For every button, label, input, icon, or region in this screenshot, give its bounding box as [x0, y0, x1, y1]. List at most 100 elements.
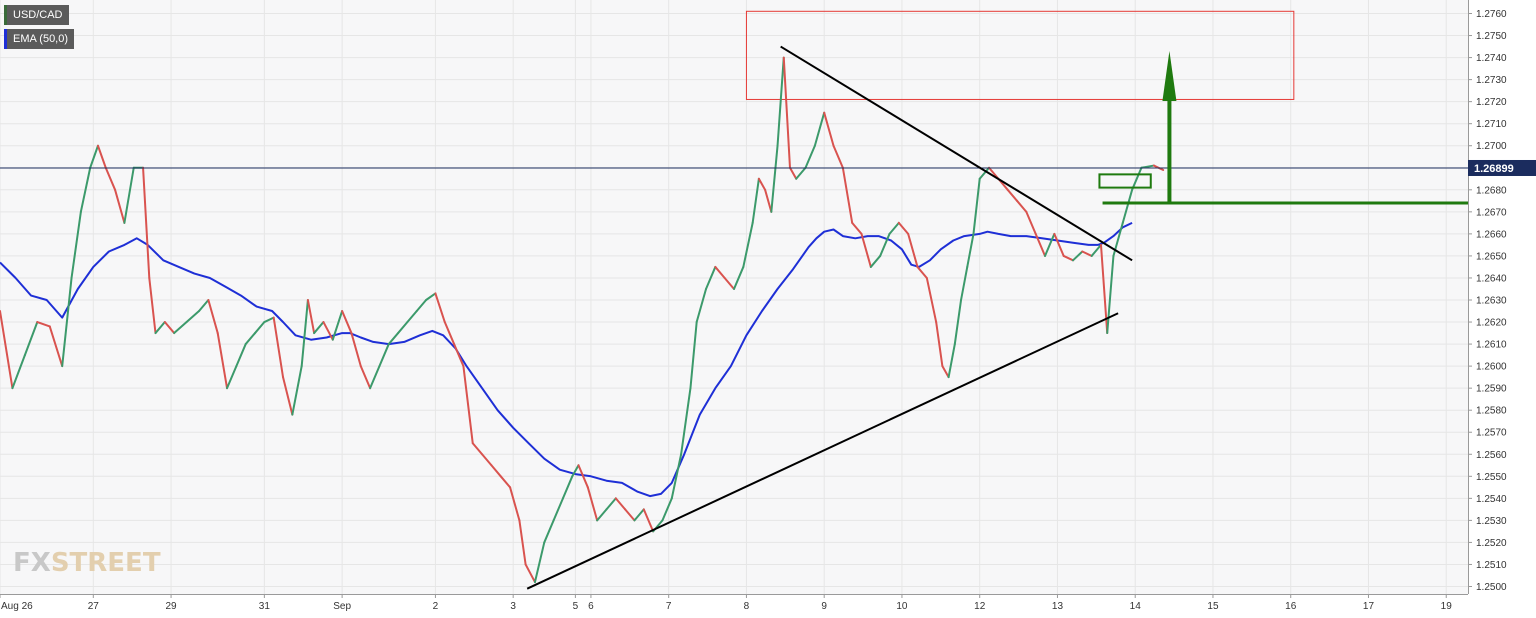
breakout-box: [1098, 173, 1152, 189]
price-segment: [443, 321, 456, 346]
y-tick-label: 1.2530: [1476, 516, 1507, 527]
x-tick-label: 9: [821, 601, 827, 612]
price-segment: [471, 442, 484, 456]
price-segment: [605, 497, 617, 511]
price-segment: [331, 310, 344, 341]
price-segment: [48, 325, 64, 368]
y-tick-label: 1.2720: [1476, 97, 1507, 108]
price-segment: [359, 365, 372, 390]
price-segment: [770, 144, 779, 213]
y-tick-label: 1.2680: [1476, 185, 1507, 196]
price-segment: [1025, 210, 1037, 235]
y-tick-label: 1.2660: [1476, 229, 1507, 240]
price-segment: [254, 321, 266, 335]
price-segment: [633, 508, 645, 522]
price-segment: [518, 519, 527, 566]
price-segment: [723, 276, 735, 290]
x-tick-label: 6: [588, 601, 594, 612]
price-segment: [795, 166, 807, 180]
price-segment: [751, 177, 760, 224]
price-segment: [1053, 232, 1065, 257]
price-segment: [823, 111, 835, 147]
price-segment: [879, 232, 891, 257]
price-segment: [1090, 243, 1102, 257]
price-segment: [788, 166, 798, 180]
price-segment: [104, 166, 117, 191]
price-segment: [235, 343, 247, 368]
price-segment: [36, 321, 51, 328]
price-segment: [425, 292, 437, 301]
y-tick-label: 1.2710: [1476, 119, 1507, 130]
price-segment: [1140, 164, 1155, 169]
price-segment: [742, 221, 754, 268]
y-tick-label: 1.2590: [1476, 384, 1507, 395]
price-segment: [1006, 188, 1019, 202]
price-segment: [387, 332, 400, 346]
price-segment: [941, 365, 950, 379]
price-segment: [804, 144, 816, 169]
price-segment: [776, 56, 785, 147]
price-segment: [533, 541, 546, 584]
price-segment: [642, 508, 655, 533]
price-segment: [207, 299, 219, 335]
price-segment: [960, 265, 969, 301]
price-segment: [571, 464, 580, 478]
legend-symbol[interactable]: USD/CAD: [4, 5, 69, 25]
price-segment: [79, 166, 92, 213]
ema-line: [0, 221, 1133, 498]
x-axis: Aug 26 27 29 31 Sep 2 3 5 6 7 8 9 10 12 13 14 15 16 17 19: [0, 594, 1536, 618]
y-axis-band: [1468, 0, 1536, 618]
price-segment: [1072, 250, 1084, 262]
watermark-street: STREET: [50, 548, 161, 578]
fxstreet-watermark: FXSTREET: [13, 548, 161, 578]
price-segment: [689, 321, 698, 390]
price-segment: [661, 497, 673, 522]
price-segment: [624, 508, 636, 522]
price-segment: [123, 166, 135, 224]
y-tick-label: 1.2750: [1476, 31, 1507, 42]
price-segment: [733, 265, 745, 290]
price-segment: [114, 188, 126, 224]
price-segment: [481, 453, 493, 467]
x-tick-label: 19: [1441, 601, 1453, 612]
price-segment: [282, 376, 294, 416]
target-zone-layer: [745, 10, 1295, 100]
y-tick-label: 1.2580: [1476, 406, 1507, 417]
price-segment: [11, 354, 26, 390]
price-segment: [670, 453, 683, 500]
ema-color-swatch: [4, 29, 7, 49]
price-segment: [888, 221, 900, 235]
y-tick-label: 1.2740: [1476, 53, 1507, 64]
price-segment: [953, 299, 963, 346]
x-tick-label: 27: [88, 601, 100, 612]
price-segment: [524, 563, 536, 584]
target-arrow-head: [1162, 50, 1177, 101]
descending-trendline: [780, 45, 1133, 262]
x-tick-label: 8: [744, 601, 750, 612]
price-segment: [142, 166, 151, 279]
price-segment: [341, 310, 353, 335]
y-tick-label: 1.2560: [1476, 450, 1507, 461]
price-segment: [680, 387, 692, 456]
price-segment: [1106, 254, 1115, 335]
price-segment: [185, 310, 201, 324]
x-tick-label: 2: [433, 601, 439, 612]
price-segment: [369, 365, 381, 390]
x-tick-label: 13: [1052, 601, 1064, 612]
x-tick-label: 7: [666, 601, 672, 612]
price-segment: [244, 332, 257, 346]
price-segment: [462, 365, 474, 445]
price-segment: [216, 332, 229, 390]
y-tick-label: 1.2640: [1476, 273, 1507, 284]
legend-ema[interactable]: EMA (50,0): [4, 29, 75, 49]
price-segment: [378, 343, 390, 368]
price-segment: [978, 166, 991, 180]
x-tick-label: 17: [1363, 601, 1375, 612]
x-tick-label: 5: [573, 601, 579, 612]
price-segment: [350, 332, 362, 368]
price-segment: [154, 321, 166, 335]
y-tick-label: 1.2510: [1476, 560, 1507, 571]
price-segment: [705, 265, 717, 290]
price-segment: [851, 221, 863, 235]
